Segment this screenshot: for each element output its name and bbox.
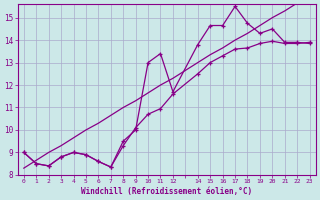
X-axis label: Windchill (Refroidissement éolien,°C): Windchill (Refroidissement éolien,°C)	[81, 187, 252, 196]
